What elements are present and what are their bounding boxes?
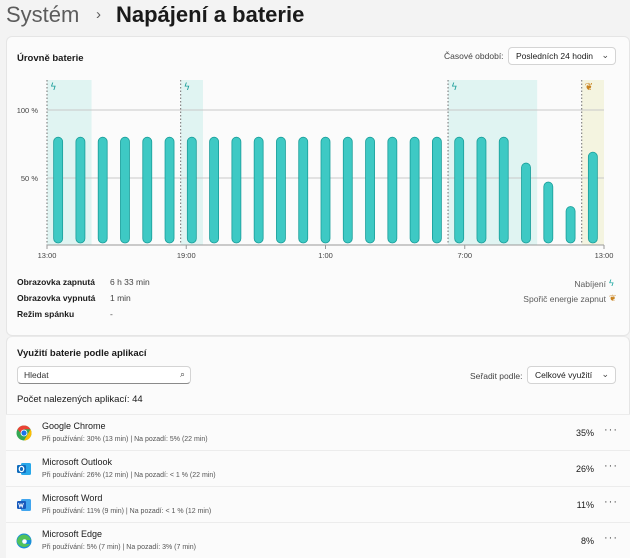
app-percent: 8% <box>580 536 594 546</box>
search-input[interactable] <box>24 370 174 380</box>
y-tick-label: 50 % <box>21 174 38 183</box>
lightning-icon: ϟ <box>50 82 57 93</box>
app-row[interactable]: Microsoft Outlook Při používání: 26% (12… <box>6 450 630 486</box>
battery-bar[interactable] <box>142 136 153 244</box>
battery-bar[interactable] <box>521 162 531 244</box>
header: Systém › Napájení a baterie <box>0 0 630 32</box>
outlook-icon <box>17 463 31 475</box>
app-percent: 35% <box>575 428 594 438</box>
app-detail: Při používání: 26% (12 min) | Na pozadí:… <box>42 472 216 479</box>
app-detail: Při používání: 11% (9 min) | Na pozadí: … <box>42 508 212 515</box>
app-name: Microsoft Word <box>42 493 103 503</box>
battery-bar[interactable] <box>342 136 353 244</box>
edge-icon <box>16 533 32 549</box>
x-tick-label: 1:00 <box>318 251 333 260</box>
search-box[interactable]: ⌕ <box>17 366 191 384</box>
page-title: Napájení a baterie <box>116 2 305 27</box>
sort-dropdown[interactable]: Celkové využití ⌄ <box>527 366 616 384</box>
more-options-button[interactable]: ··· <box>604 532 618 544</box>
battery-bar[interactable] <box>231 136 242 244</box>
app-percent: 11% <box>576 500 594 510</box>
stat-label: Režim spánku <box>17 309 75 319</box>
stat-label: Obrazovka vypnutá <box>17 293 96 303</box>
battery-bar[interactable] <box>276 136 286 244</box>
stat-value: - <box>110 309 113 319</box>
lightning-icon: ϟ <box>451 82 458 93</box>
x-tick-label: 13:00 <box>595 251 614 260</box>
app-name: Google Chrome <box>42 421 106 431</box>
app-name: Microsoft Outlook <box>42 457 113 467</box>
chrome-icon <box>16 425 32 441</box>
battery-bar[interactable] <box>75 136 86 244</box>
app-row[interactable]: Microsoft Word Při používání: 11% (9 min… <box>6 486 630 522</box>
battery-bar[interactable] <box>53 136 64 244</box>
battery-bar[interactable] <box>120 136 130 244</box>
battery-bar[interactable] <box>409 136 420 244</box>
breadcrumb-parent[interactable]: Systém <box>6 2 80 27</box>
x-tick-label: 7:00 <box>457 251 472 260</box>
battery-bar[interactable] <box>97 136 108 244</box>
legend-saver: Spořič energie zapnut <box>523 294 606 304</box>
app-count: Počet nalezených aplikací: 44 <box>17 394 143 405</box>
stat-value: 1 min <box>110 293 131 303</box>
leaf-icon: ❦ <box>585 82 593 93</box>
battery-bar[interactable] <box>587 151 598 244</box>
lightning-icon: ϟ <box>609 278 614 288</box>
sort-label: Seřadit podle: <box>470 371 523 381</box>
sort-value: Celkové využití <box>535 370 593 380</box>
app-percent: 26% <box>575 464 594 474</box>
chevron-right-icon: › <box>96 6 101 23</box>
battery-bar[interactable] <box>543 181 554 244</box>
search-icon: ⌕ <box>179 369 185 379</box>
battery-bar[interactable] <box>365 136 375 244</box>
battery-bar[interactable] <box>431 136 442 244</box>
battery-bar[interactable] <box>320 136 331 244</box>
battery-levels-title: Úrovně baterie <box>17 53 84 64</box>
battery-bar[interactable] <box>298 136 309 244</box>
stat-value: 6 h 33 min <box>110 277 150 287</box>
battery-bar[interactable] <box>387 136 398 244</box>
more-options-button[interactable]: ··· <box>604 460 618 472</box>
battery-bar[interactable] <box>498 136 509 244</box>
battery-bar[interactable] <box>186 136 197 244</box>
period-dropdown[interactable]: Posledních 24 hodin ⌄ <box>508 47 616 65</box>
app-detail: Při používání: 30% (13 min) | Na pozadí:… <box>42 436 208 443</box>
app-usage-title: Využití baterie podle aplikací <box>17 348 147 359</box>
chevron-down-icon: ⌄ <box>601 369 609 379</box>
word-icon <box>17 499 31 511</box>
y-tick-label: 100 % <box>17 106 39 115</box>
battery-bar[interactable] <box>253 136 264 244</box>
legend-charging: Nabíjení <box>574 279 606 289</box>
battery-bar[interactable] <box>454 136 465 244</box>
battery-bar[interactable] <box>209 136 220 244</box>
battery-bar[interactable] <box>164 136 175 244</box>
lightning-icon: ϟ <box>184 82 191 93</box>
leaf-icon: ❦ <box>609 293 617 303</box>
battery-chart: ϟ ϟ ϟ ❦ 100 % 50 % 13:00 19:00 1:00 7:00 13:00 <box>17 80 614 260</box>
app-row[interactable]: Google Chrome Při používání: 30% (13 min… <box>6 414 630 450</box>
stat-label: Obrazovka zapnutá <box>17 277 95 287</box>
period-value: Posledních 24 hodin <box>516 51 594 61</box>
x-tick-label: 19:00 <box>177 251 196 260</box>
battery-bar[interactable] <box>476 136 487 244</box>
app-detail: Při používání: 5% (7 min) | Na pozadí: 3… <box>42 544 196 551</box>
more-options-button[interactable]: ··· <box>604 496 618 508</box>
period-label: Časové období: <box>444 51 504 61</box>
more-options-button[interactable]: ··· <box>604 424 618 436</box>
chevron-down-icon: ⌄ <box>601 50 609 60</box>
app-name: Microsoft Edge <box>42 529 103 539</box>
app-row[interactable]: Microsoft Edge Při používání: 5% (7 min)… <box>6 522 630 558</box>
x-tick-label: 13:00 <box>38 251 57 260</box>
battery-bar[interactable] <box>565 206 576 244</box>
